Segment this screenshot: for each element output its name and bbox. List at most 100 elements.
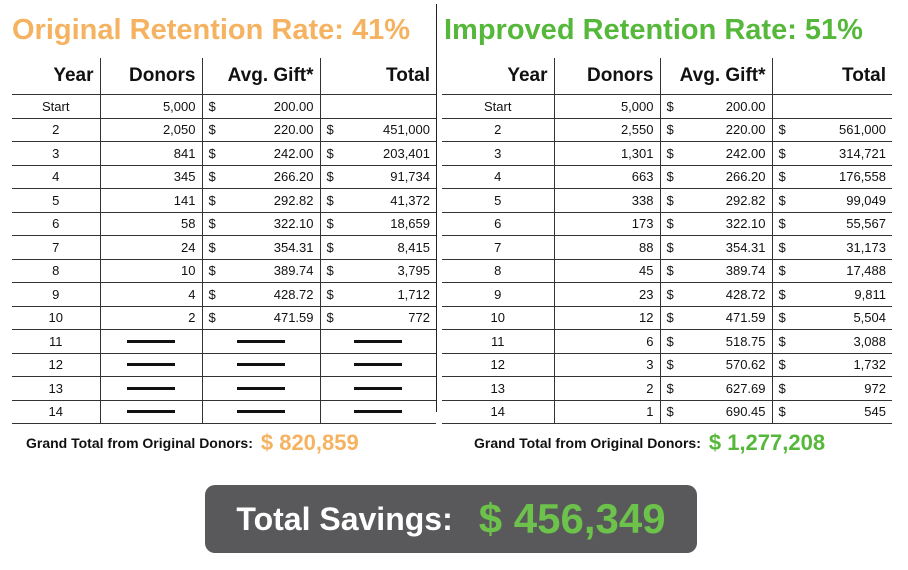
- currency-symbol: $: [208, 192, 216, 208]
- currency-symbol: $: [778, 122, 786, 138]
- total-cell: $1,712: [319, 282, 436, 307]
- currency-symbol: $: [666, 122, 674, 138]
- currency-symbol: $: [666, 216, 674, 232]
- total-cell: $17,488: [771, 259, 892, 283]
- avg-gift-cell-amount: 518.75: [725, 333, 766, 349]
- avg-gift-cell-amount: 266.20: [273, 169, 314, 185]
- year-cell: 14: [442, 400, 554, 424]
- total-cell: $545: [771, 400, 892, 424]
- total-cell-amount: 55,567: [846, 216, 886, 232]
- total-cell-amount: 176,558: [839, 169, 886, 185]
- total-savings-value: $ 456,349: [478, 495, 666, 542]
- total-cell: [771, 94, 892, 119]
- avg-gift-cell: $570.62: [659, 353, 772, 377]
- currency-symbol: $: [326, 263, 334, 279]
- total-cell-amount: 17,488: [846, 263, 886, 279]
- table-row: 12 3 $570.62 $1,732: [442, 353, 892, 377]
- avg-gift-cell: $292.82: [201, 188, 320, 213]
- total-dash-cell: [319, 329, 436, 354]
- table-row: 9 23 $428.72 $9,811: [442, 282, 892, 307]
- total-dash-cell: [319, 400, 436, 424]
- donors-cell: 338: [553, 188, 660, 213]
- donors-dash-cell: [99, 376, 202, 401]
- year-cell: 2: [12, 118, 100, 142]
- donors-cell: 2,050: [99, 118, 202, 142]
- year-cell: 13: [12, 376, 100, 401]
- currency-symbol: $: [326, 122, 334, 138]
- table-row: 7 88 $354.31 $31,173: [442, 235, 892, 260]
- donors-cell: 88: [553, 235, 660, 260]
- avg-gift-cell: $220.00: [201, 118, 320, 142]
- total-cell-amount: 31,173: [846, 239, 886, 255]
- total-cell: $41,372: [319, 188, 436, 213]
- total-cell-amount: 8,415: [397, 239, 430, 255]
- donors-cell: 23: [553, 282, 660, 307]
- currency-symbol: $: [208, 98, 216, 114]
- total-cell-amount: 203,401: [383, 145, 430, 161]
- year-cell: 3: [442, 141, 554, 166]
- no-data-dash: [237, 339, 285, 343]
- avg-gift-cell: $354.31: [659, 235, 772, 260]
- year-cell: 11: [442, 329, 554, 354]
- column-divider: [436, 4, 437, 412]
- currency-symbol: $: [326, 169, 334, 185]
- total-cell-amount: 99,049: [846, 192, 886, 208]
- currency-symbol: $: [208, 169, 216, 185]
- table-row-empty: 11: [12, 329, 436, 354]
- table-row: 6 173 $322.10 $55,567: [442, 212, 892, 236]
- no-data-dash: [237, 410, 285, 414]
- avg-gift-cell: $200.00: [659, 94, 772, 119]
- year-cell: 4: [442, 165, 554, 189]
- total-cell-amount: 41,372: [390, 192, 430, 208]
- year-cell: 8: [442, 259, 554, 283]
- avg-gift-cell-amount: 220.00: [273, 122, 314, 138]
- donors-dash-cell: [99, 353, 202, 377]
- donors-dash-cell: [99, 329, 202, 354]
- currency-symbol: $: [778, 380, 786, 396]
- total-cell: $203,401: [319, 141, 436, 166]
- original-retention-title: Original Retention Rate: 41%: [12, 14, 411, 46]
- year-cell: 6: [442, 212, 554, 236]
- currency-symbol: $: [778, 286, 786, 302]
- currency-symbol: $: [666, 145, 674, 161]
- currency-symbol: $: [208, 239, 216, 255]
- avg-gift-dash-cell: [201, 376, 320, 401]
- no-data-dash: [127, 339, 175, 343]
- total-savings-banner: Total Savings: $ 456,349: [205, 485, 697, 553]
- original-table-body: Start 5,000 $200.00 2 2,050 $220.00 $451,000 3 8…: [12, 94, 436, 424]
- donors-cell: 1,301: [553, 141, 660, 166]
- table-row: 4 345 $266.20 $91,734: [12, 165, 436, 189]
- table-row: 7 24 $354.31 $8,415: [12, 235, 436, 260]
- donors-cell: 663: [553, 165, 660, 189]
- currency-symbol: $: [778, 404, 786, 420]
- table-row: 10 2 $471.59 $772: [12, 306, 436, 330]
- table-row: Start 5,000 $200.00: [442, 94, 892, 119]
- table-row: Start 5,000 $200.00: [12, 94, 436, 119]
- no-data-dash: [127, 410, 175, 414]
- avg-gift-cell: $518.75: [659, 329, 772, 354]
- currency-symbol: $: [326, 192, 334, 208]
- year-cell: 7: [442, 235, 554, 260]
- avg-gift-cell: $389.74: [201, 259, 320, 283]
- avg-gift-cell-amount: 471.59: [273, 310, 314, 326]
- total-cell: $9,811: [771, 282, 892, 307]
- table-row: 14 1 $690.45 $545: [442, 400, 892, 424]
- year-cell: 11: [12, 329, 100, 354]
- currency-symbol: $: [208, 122, 216, 138]
- table-row: 2 2,550 $220.00 $561,000: [442, 118, 892, 142]
- donors-cell: 58: [99, 212, 202, 236]
- currency-symbol: $: [326, 145, 334, 161]
- year-cell: 13: [442, 376, 554, 401]
- currency-symbol: $: [666, 192, 674, 208]
- avg-gift-cell: $266.20: [201, 165, 320, 189]
- currency-symbol: $: [208, 286, 216, 302]
- currency-symbol: $: [666, 169, 674, 185]
- year-cell: 14: [12, 400, 100, 424]
- total-cell-amount: 545: [864, 404, 886, 420]
- avg-gift-cell: $322.10: [201, 212, 320, 236]
- table-row-empty: 12: [12, 353, 436, 377]
- year-cell: 12: [442, 353, 554, 377]
- year-cell: 12: [12, 353, 100, 377]
- total-cell: $451,000: [319, 118, 436, 142]
- total-cell: $972: [771, 376, 892, 401]
